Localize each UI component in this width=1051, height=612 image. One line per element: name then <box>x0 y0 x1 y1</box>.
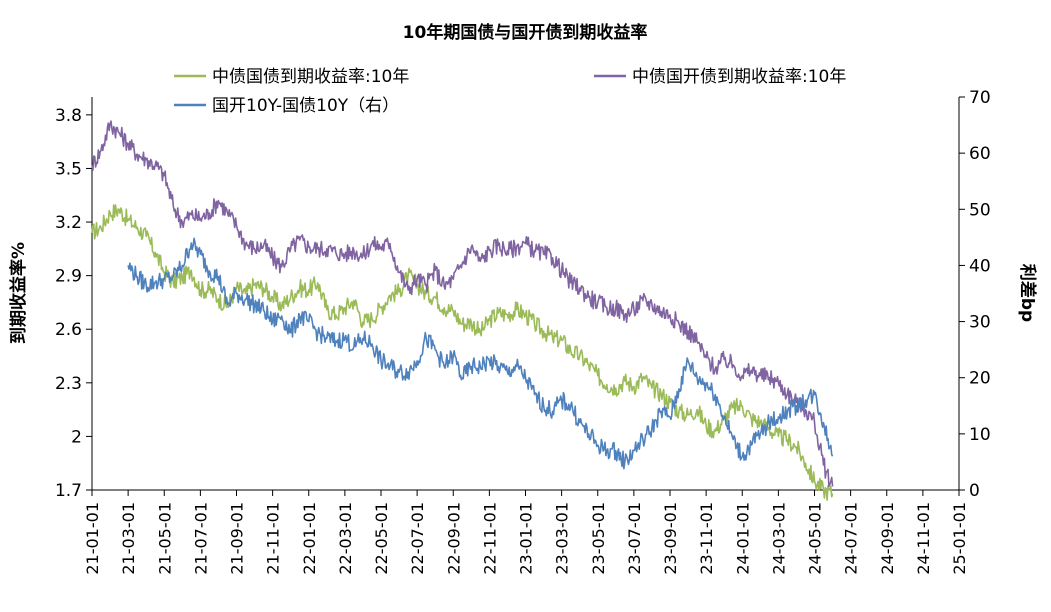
left-tick-label: 1.7 <box>55 481 82 501</box>
x-tick-label: 21-01-01 <box>83 502 102 575</box>
x-tick-label: 21-07-01 <box>191 502 210 575</box>
right-tick-label: 20 <box>969 369 991 389</box>
series-line-1 <box>91 120 834 488</box>
right-tick-label: 0 <box>969 481 980 501</box>
x-tick-label: 24-11-01 <box>914 502 933 575</box>
x-tick-label: 23-01-01 <box>517 502 536 575</box>
x-tick-label: 24-09-01 <box>878 502 897 575</box>
legend: 中债国债到期收益率:10年 中债国开债到期收益率:10年 国开10Y-国债10Y… <box>174 67 846 116</box>
x-tick-label: 22-03-01 <box>336 502 355 575</box>
right-axis-ticks: 0 10 20 30 40 50 60 70 <box>959 88 991 501</box>
right-tick-label: 30 <box>969 313 991 333</box>
right-tick-label: 50 <box>969 200 991 220</box>
x-tick-label: 21-05-01 <box>155 502 174 575</box>
series-line-0 <box>91 204 834 502</box>
legend-label-spread: 国开10Y-国债10Y（右） <box>212 96 399 116</box>
right-tick-label: 70 <box>969 88 991 108</box>
x-tick-label: 21-09-01 <box>228 502 247 575</box>
x-tick-label: 21-03-01 <box>119 502 138 575</box>
left-tick-label: 3.5 <box>55 159 82 179</box>
right-tick-label: 60 <box>969 144 991 164</box>
x-tick-label: 22-09-01 <box>444 502 463 575</box>
series-line-2 <box>127 237 834 470</box>
x-tick-label: 23-09-01 <box>661 502 680 575</box>
x-tick-label: 21-11-01 <box>264 502 283 575</box>
x-tick-label: 24-03-01 <box>769 502 788 575</box>
x-tick-label: 22-01-01 <box>300 502 319 575</box>
left-tick-label: 2.3 <box>55 374 82 394</box>
x-tick-label: 25-01-01 <box>950 502 969 575</box>
x-tick-label: 22-05-01 <box>372 502 391 575</box>
x-tick-label: 22-11-01 <box>480 502 499 575</box>
x-tick-label: 22-07-01 <box>408 502 427 575</box>
x-tick-label: 24-07-01 <box>842 502 861 575</box>
left-tick-label: 3.2 <box>55 213 82 233</box>
x-tick-label: 23-11-01 <box>697 502 716 575</box>
right-tick-label: 40 <box>969 256 991 276</box>
chart-title: 10年期国债与国开债到期收益率 <box>403 22 648 43</box>
x-tick-label: 24-01-01 <box>733 502 752 575</box>
x-tick-label: 24-05-01 <box>806 502 825 575</box>
left-tick-label: 2 <box>71 427 82 447</box>
left-axis-title: 到期收益率% <box>8 242 29 344</box>
legend-label-cdb-yield: 中债国开债到期收益率:10年 <box>632 67 846 87</box>
left-tick-label: 2.6 <box>55 320 82 340</box>
legend-label-gov-yield: 中债国债到期收益率:10年 <box>212 67 409 87</box>
x-axis-ticks: 21-01-01 21-03-01 21-05-01 21-07-01 21-09-01… <box>83 490 969 575</box>
series-lines <box>91 120 834 502</box>
left-axis-ticks: 1.7 2 2.3 2.6 2.9 3.2 3.5 3.8 <box>55 106 92 501</box>
right-axis-title: 利差bp <box>1017 264 1038 322</box>
x-tick-label: 23-07-01 <box>625 502 644 575</box>
left-tick-label: 3.8 <box>55 106 82 126</box>
x-tick-label: 23-03-01 <box>553 502 572 575</box>
x-tick-label: 23-05-01 <box>589 502 608 575</box>
left-tick-label: 2.9 <box>55 267 82 287</box>
right-tick-label: 10 <box>969 425 991 445</box>
